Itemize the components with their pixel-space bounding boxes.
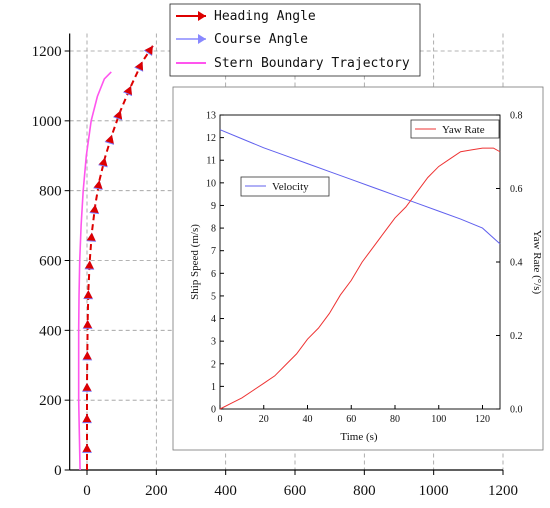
inset-y-left-tick-label-8: 8	[211, 224, 216, 235]
inset-y-left-tick-label-5: 5	[211, 291, 216, 302]
legend-stern-label: Stern Boundary Trajectory	[214, 56, 410, 71]
main-series	[77, 45, 154, 471]
inset-y-left-tick-label-4: 4	[211, 314, 216, 325]
x-tick-label-1000: 1000	[419, 483, 449, 499]
heading-arrow-13	[113, 110, 123, 120]
inset-y-left-tick-label-0: 0	[211, 405, 216, 416]
inset-x-tick-label-20: 20	[259, 414, 269, 425]
inset-axes: 0 20 40 60 80 100 1200123456789101112130.00.20…	[206, 111, 523, 426]
legend-heading-arrowhead	[198, 11, 206, 21]
x-tick-label-200: 200	[145, 483, 168, 499]
heading-arrow-4	[82, 351, 92, 360]
legend-course-label: Course Angle	[214, 32, 308, 47]
heading-arrow-3	[82, 382, 92, 391]
y-tick-label-1000: 1000	[32, 114, 62, 130]
heading-arrow-8	[86, 232, 96, 241]
yaw-rate-line	[219, 147, 501, 410]
inset-series	[219, 129, 501, 410]
inset-y-right-axis-label: Yaw Rate (°/s)	[531, 230, 543, 295]
heading-angle-line	[86, 45, 154, 470]
inset-y-left-tick-label-2: 2	[211, 359, 216, 370]
inset-panel: 0 20 40 60 80 100 1200123456789101112130.00.20…	[172, 86, 544, 451]
y-tick-label-800: 800	[39, 184, 62, 200]
heading-arrow-5	[83, 319, 93, 328]
x-tick-label-600: 600	[284, 483, 307, 499]
y-tick-label-0: 0	[54, 463, 62, 479]
inset-x-tick-label-120: 120	[475, 414, 490, 425]
inset-y-left-tick-label-1: 1	[211, 382, 216, 393]
y-tick-label-400: 400	[39, 323, 62, 339]
x-tick-label-800: 800	[353, 483, 376, 499]
legend-heading-label: Heading Angle	[214, 9, 316, 24]
stern-boundary-line	[77, 71, 112, 471]
x-tick-label-0: 0	[83, 483, 91, 499]
heading-arrow-11	[98, 157, 108, 167]
heading-arrow-7	[85, 260, 94, 269]
inset-x-axis-label: Time (s)	[340, 431, 378, 443]
inset-x-tick-label-60: 60	[346, 414, 356, 425]
inset-y-right-tick-label-0.2: 0.2	[510, 331, 523, 342]
inset-y-left-tick-label-3: 3	[211, 337, 216, 348]
inset-x-tick-label-80: 80	[390, 414, 400, 425]
heading-arrow-15	[135, 61, 144, 71]
legend-course-arrowhead	[198, 34, 206, 44]
y-tick-label-600: 600	[39, 254, 62, 270]
heading-arrow-9	[89, 204, 99, 214]
heading-arrow-16	[144, 45, 153, 55]
heading-arrow-14	[123, 85, 132, 96]
inset-y-right-tick-label-0.6: 0.6	[510, 184, 523, 195]
heading-arrow-2	[82, 414, 92, 423]
main-axes: 0 200 400 600 800 1000 12000200400600800100012…	[32, 33, 518, 499]
inset-y-left-tick-label-9: 9	[211, 201, 216, 212]
inset-y-left-tick-label-7: 7	[211, 246, 216, 257]
inset-y-right-tick-label-0.8: 0.8	[510, 111, 523, 122]
inset-y-left-tick-label-13: 13	[206, 111, 216, 122]
inset-legend-yaw-label: Yaw Rate	[442, 124, 485, 136]
inset-x-tick-label-40: 40	[303, 414, 313, 425]
heading-arrow-10	[93, 180, 103, 189]
inset-y-left-tick-label-10: 10	[206, 178, 216, 189]
inset-y-right-tick-label-0.0: 0.0	[510, 405, 523, 416]
heading-arrow-6	[83, 290, 93, 299]
inset-y-left-tick-label-12: 12	[206, 133, 216, 144]
y-tick-label-1200: 1200	[32, 44, 62, 60]
inset-y-left-axis-label: Ship Speed (m/s)	[189, 224, 201, 300]
inset-legend-velocity-box	[240, 176, 330, 197]
inset-legend-velocity-label: Velocity	[272, 181, 309, 193]
inset-y-left-tick-label-6: 6	[211, 269, 216, 280]
main-legend: Heading Angle Course Angle Stern Boundar…	[169, 3, 421, 77]
inset-x-tick-label-100: 100	[431, 414, 446, 425]
x-tick-label-400: 400	[214, 483, 237, 499]
velocity-line	[219, 129, 501, 245]
inset-y-right-tick-label-0.4: 0.4	[510, 258, 523, 269]
y-tick-label-200: 200	[39, 393, 62, 409]
inset-x-tick-label-0: 0	[218, 414, 223, 425]
legend-box	[169, 3, 421, 77]
inset-y-left-tick-label-11: 11	[206, 156, 216, 167]
x-tick-label-1200: 1200	[488, 483, 518, 499]
heading-arrow-1	[82, 443, 92, 452]
inset-legend-yaw-box	[410, 119, 500, 139]
heading-arrow-12	[105, 134, 114, 144]
